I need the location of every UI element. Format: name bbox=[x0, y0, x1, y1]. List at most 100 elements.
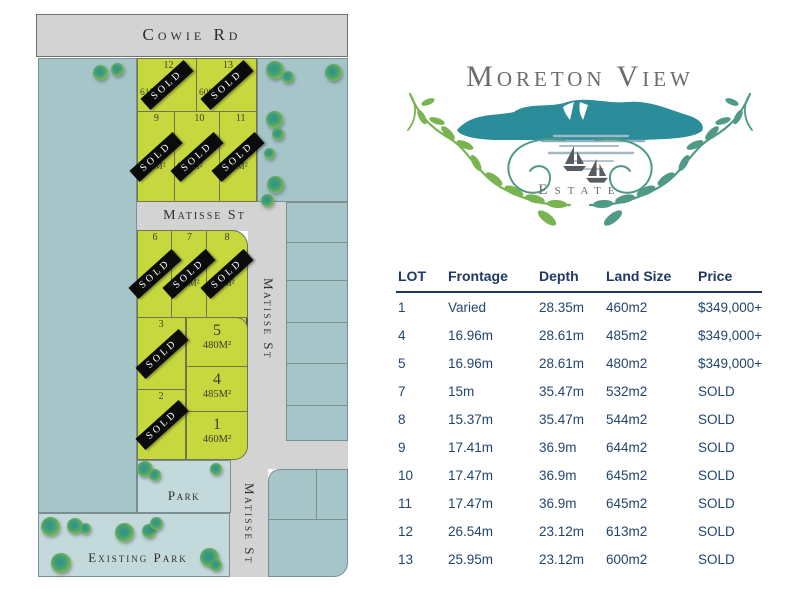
tree-icon bbox=[150, 517, 163, 530]
logo-graphic: Estate bbox=[407, 92, 754, 230]
table-cell-price: $349,000+ bbox=[698, 356, 763, 371]
tree-icon bbox=[210, 559, 222, 571]
tree-icon bbox=[266, 111, 283, 128]
map-lot-5[interactable]: 5 480M² bbox=[186, 317, 248, 367]
table-row: 8 15.37m 35.47m 544m2 SOLD bbox=[396, 405, 762, 433]
tree-icon bbox=[111, 63, 124, 76]
table-row: 11 17.47m 36.9m 645m2 SOLD bbox=[396, 489, 762, 517]
table-cell-land_size: 645m2 bbox=[606, 496, 648, 511]
water-area-west bbox=[38, 58, 137, 513]
column-header-price: Price bbox=[696, 268, 762, 293]
southeast-parcel bbox=[268, 469, 317, 520]
table-cell-lot: 9 bbox=[398, 440, 406, 455]
map-lot-10[interactable]: 10 645M² SOLD bbox=[170, 111, 224, 202]
map-lot-12[interactable]: 12 613M² SOLD bbox=[137, 58, 197, 112]
table-cell-frontage: 15.37m bbox=[448, 412, 494, 427]
map-lot-7[interactable]: 7 532M² SOLD bbox=[162, 230, 216, 318]
cowie-road bbox=[36, 14, 348, 57]
table-cell-lot: 11 bbox=[398, 496, 413, 511]
table-cell-price: SOLD bbox=[698, 440, 735, 455]
table-cell-depth: 23.12m bbox=[539, 552, 585, 567]
map-lot-2[interactable]: 2 SOLD bbox=[134, 389, 189, 460]
map-lot-4[interactable]: 4 485M² bbox=[186, 366, 248, 412]
table-cell-lot: 1 bbox=[398, 300, 406, 315]
table-cell-price: SOLD bbox=[698, 412, 735, 427]
table-cell-land_size: 600m2 bbox=[606, 552, 648, 567]
park-label: Park bbox=[167, 488, 201, 503]
table-row: 13 25.95m 23.12m 600m2 SOLD bbox=[396, 545, 762, 573]
table-cell-price: SOLD bbox=[698, 496, 735, 511]
lot-table-body: 1 Varied 28.35m 460m2 $349,000+ 4 16.96m 28.61m… bbox=[396, 292, 762, 573]
matisse-street-label-vertical-lower: Matisse St bbox=[242, 482, 257, 566]
map-lot-9[interactable]: 9 644M² SOLD bbox=[129, 111, 183, 202]
column-header-depth: Depth bbox=[537, 268, 604, 293]
table-cell-land_size: 480m2 bbox=[606, 356, 648, 371]
table-cell-land_size: 460m2 bbox=[606, 300, 648, 315]
lot-table: LOT Frontage Depth Land Size Price 1 Vari… bbox=[396, 268, 762, 573]
tree-icon bbox=[282, 71, 294, 83]
table-cell-depth: 28.35m bbox=[539, 300, 585, 315]
southeast-parcel bbox=[316, 469, 348, 520]
table-cell-lot: 8 bbox=[398, 412, 406, 427]
table-cell-depth: 36.9m bbox=[539, 440, 577, 455]
table-cell-depth: 36.9m bbox=[539, 496, 577, 511]
tree-icon bbox=[266, 61, 284, 79]
map-lot-3[interactable]: 3 SOLD bbox=[134, 317, 189, 390]
table-cell-frontage: 16.96m bbox=[448, 356, 494, 371]
sailboat-icon bbox=[586, 158, 608, 183]
tree-icon bbox=[325, 64, 342, 81]
tree-icon bbox=[272, 128, 284, 140]
parcel-divider bbox=[286, 363, 348, 364]
tree-icon bbox=[41, 517, 60, 536]
table-row: 5 16.96m 28.61m 480m2 $349,000+ bbox=[396, 349, 762, 377]
tree-icon bbox=[210, 463, 222, 475]
tree-icon bbox=[67, 518, 83, 534]
table-cell-depth: 36.9m bbox=[539, 468, 577, 483]
table-cell-depth: 35.47m bbox=[539, 412, 585, 427]
tree-icon bbox=[267, 176, 284, 193]
table-cell-land_size: 645m2 bbox=[606, 468, 648, 483]
column-header-land-size: Land Size bbox=[604, 268, 696, 293]
table-cell-land_size: 644m2 bbox=[606, 440, 648, 455]
parcel-divider bbox=[286, 280, 348, 281]
table-cell-price: SOLD bbox=[698, 468, 735, 483]
tree-icon bbox=[261, 194, 274, 207]
logo: Moreton View bbox=[402, 62, 758, 242]
map-lot-1[interactable]: 1 460M² bbox=[186, 411, 248, 460]
map-lot-8[interactable]: 8 544M² SOLD bbox=[200, 230, 254, 318]
table-cell-lot: 10 bbox=[398, 468, 414, 483]
tree-icon bbox=[115, 523, 134, 542]
tree-icon bbox=[264, 148, 275, 159]
table-row: 4 16.96m 28.61m 485m2 $349,000+ bbox=[396, 321, 762, 349]
table-cell-lot: 5 bbox=[398, 356, 406, 371]
table-header-row: LOT Frontage Depth Land Size Price bbox=[396, 268, 762, 293]
table-cell-frontage: 17.47m bbox=[448, 468, 494, 483]
parcel-divider bbox=[286, 322, 348, 323]
table-row: 10 17.47m 36.9m 645m2 SOLD bbox=[396, 461, 762, 489]
table-cell-frontage: 16.96m bbox=[448, 328, 494, 343]
logo-title: Moreton View bbox=[466, 60, 694, 93]
matisse-street-vertical-lower bbox=[230, 441, 268, 577]
table-row: 12 26.54m 23.12m 613m2 SOLD bbox=[396, 517, 762, 545]
vine-left-icon bbox=[407, 92, 572, 226]
matisse-street-vertical-upper bbox=[248, 201, 286, 455]
table-cell-depth: 35.47m bbox=[539, 384, 585, 399]
east-parcels bbox=[286, 202, 348, 441]
map-lot-11[interactable]: 11 645M² SOLD bbox=[211, 111, 265, 202]
table-cell-lot: 7 bbox=[398, 384, 406, 399]
table-cell-lot: 12 bbox=[398, 524, 414, 539]
table-row: 9 17.41m 36.9m 644m2 SOLD bbox=[396, 433, 762, 461]
table-cell-frontage: 25.95m bbox=[448, 552, 494, 567]
table-cell-frontage: 17.47m bbox=[448, 496, 494, 511]
tree-icon bbox=[80, 523, 91, 534]
map-lot-13[interactable]: 13 600M² SOLD bbox=[196, 58, 257, 112]
matisse-street-label-horizontal: Matisse St bbox=[163, 208, 246, 223]
table-cell-land_size: 532m2 bbox=[606, 384, 648, 399]
table-cell-price: SOLD bbox=[698, 384, 735, 399]
tree-icon bbox=[149, 469, 161, 481]
map-lot-6[interactable]: 6 SOLD bbox=[127, 230, 182, 318]
cowie-road-label: Cowie Rd bbox=[142, 25, 242, 44]
table-cell-lot: 13 bbox=[398, 552, 414, 567]
table-cell-land_size: 544m2 bbox=[606, 412, 648, 427]
